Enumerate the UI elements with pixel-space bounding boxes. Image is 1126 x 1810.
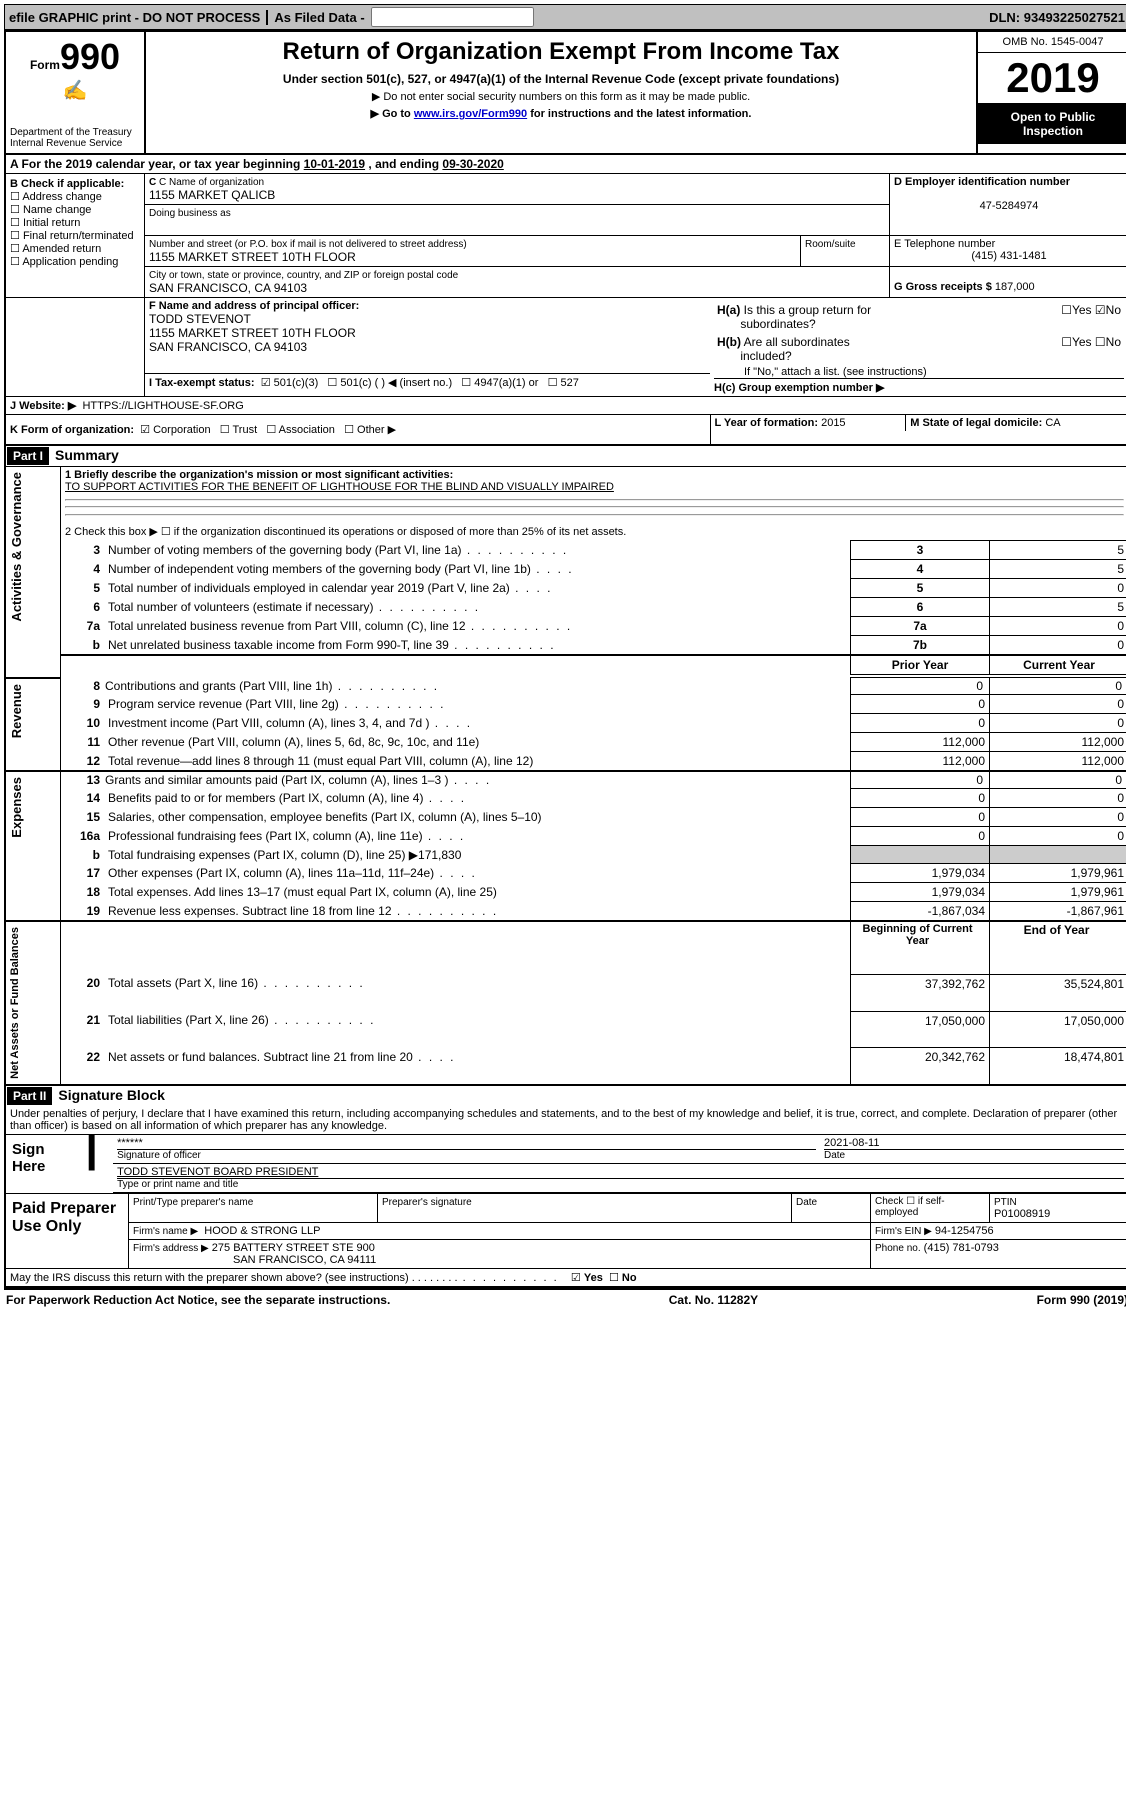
field-city: City or town, state or province, country…	[145, 267, 890, 298]
self-employed-check[interactable]: Check ☐ if self-employed	[871, 1194, 990, 1223]
sign-arrow-icon: ▎	[88, 1135, 113, 1193]
efile-text: efile GRAPHIC print - DO NOT PROCESS	[9, 10, 268, 25]
section-h: H(a) Is this a group return for subordin…	[710, 298, 1126, 397]
asfiled-label: As Filed Data -	[274, 10, 364, 25]
form-id-block: Form990 ✍ Department of the Treasury Int…	[5, 31, 145, 154]
top-bar: efile GRAPHIC print - DO NOT PROCESS As …	[4, 4, 1126, 30]
open-inspection: Open to Public Inspection	[978, 104, 1126, 144]
tax-year: 2019	[978, 53, 1126, 104]
chk-pending[interactable]: Application pending	[22, 256, 118, 268]
ssn-note: ▶ Do not enter social security numbers o…	[154, 90, 968, 103]
row-k-org-form: K Form of organization: ☑ Corporation ☐ …	[6, 415, 710, 445]
line-2-checkbox: 2 Check this box ▶ ☐ if the organization…	[61, 523, 1126, 541]
row-j-website: J Website: ▶ HTTPS://LIGHTHOUSE-SF.ORG	[6, 397, 710, 415]
signature-date: 2021-08-11 Date	[820, 1135, 1126, 1164]
side-governance: Activities & Governance	[7, 468, 26, 626]
sign-here-label: Sign Here	[6, 1135, 88, 1193]
page-footer: For Paperwork Reduction Act Notice, see …	[4, 1288, 1126, 1310]
chk-amended[interactable]: Amended return	[22, 243, 101, 255]
row-a-tax-year: A For the 2019 calendar year, or tax yea…	[5, 154, 1126, 174]
dept-treasury: Department of the Treasury Internal Reve…	[10, 127, 140, 149]
field-phone: E Telephone number (415) 431-1481	[890, 236, 1126, 267]
perjury-declaration: Under penalties of perjury, I declare th…	[5, 1106, 1126, 1135]
field-gross: G Gross receipts $ 187,000	[890, 267, 1126, 298]
signature-line: ****** Signature of officer	[113, 1135, 820, 1164]
omb-number: OMB No. 1545-0047	[978, 32, 1126, 53]
paid-preparer-label: Paid Preparer Use Only	[6, 1194, 129, 1268]
form-title: Return of Organization Exempt From Incom…	[154, 38, 968, 66]
asfiled-input[interactable]	[371, 7, 534, 27]
form-subtitle: Under section 501(c), 527, or 4947(a)(1)…	[154, 72, 968, 86]
firm-name: Firm's name ▶ HOOD & STRONG LLP	[129, 1222, 871, 1239]
side-revenue: Revenue	[7, 680, 26, 742]
chk-initial-return[interactable]: Initial return	[23, 217, 80, 229]
chk-address-change[interactable]: Address change	[22, 191, 102, 203]
row-i-tax-status: I Tax-exempt status: ☑ 501(c)(3) ☐ 501(c…	[145, 373, 711, 396]
line-1-mission: 1 Briefly describe the organization's mi…	[61, 467, 1126, 523]
side-expenses: Expenses	[7, 773, 26, 842]
side-net-assets: Net Assets or Fund Balances	[7, 923, 23, 1083]
form990-link[interactable]: www.irs.gov/Form990	[414, 108, 527, 120]
firm-address: Firm's address ▶ 275 BATTERY STREET STE …	[129, 1239, 871, 1268]
field-officer: F Name and address of principal officer:…	[145, 298, 711, 373]
field-org-name: C C Name of organization 1155 MARKET QAL…	[145, 174, 890, 205]
part-ii-header: Part IISignature Block	[5, 1085, 1126, 1106]
field-street: Number and street (or P.O. box if mail i…	[145, 236, 890, 267]
col-prior-year: Prior Year	[851, 655, 990, 675]
dln: DLN: 93493225027521	[989, 10, 1125, 25]
part-i-header: Part ISummary	[5, 445, 1126, 467]
chk-name-change[interactable]: Name change	[23, 204, 92, 216]
link-note: ▶ Go to www.irs.gov/Form990 for instruct…	[154, 107, 968, 120]
header-title-block: Return of Organization Exempt From Incom…	[145, 31, 977, 154]
chk-final-return[interactable]: Final return/terminated	[23, 230, 134, 242]
form-990: Form990 ✍ Department of the Treasury Int…	[4, 30, 1126, 1288]
col-current-year: Current Year	[990, 655, 1126, 675]
discuss-row: May the IRS discuss this return with the…	[5, 1268, 1126, 1287]
section-b-checkboxes: B Check if applicable: ☐ Address change …	[6, 174, 145, 297]
field-ein: D Employer identification number 47-5284…	[890, 174, 1126, 236]
officer-name: TODD STEVENOT BOARD PRESIDENT Type or pr…	[113, 1163, 1126, 1192]
field-dba: Doing business as	[145, 205, 890, 236]
header-right: OMB No. 1545-0047 2019 Open to Public In…	[977, 31, 1126, 154]
